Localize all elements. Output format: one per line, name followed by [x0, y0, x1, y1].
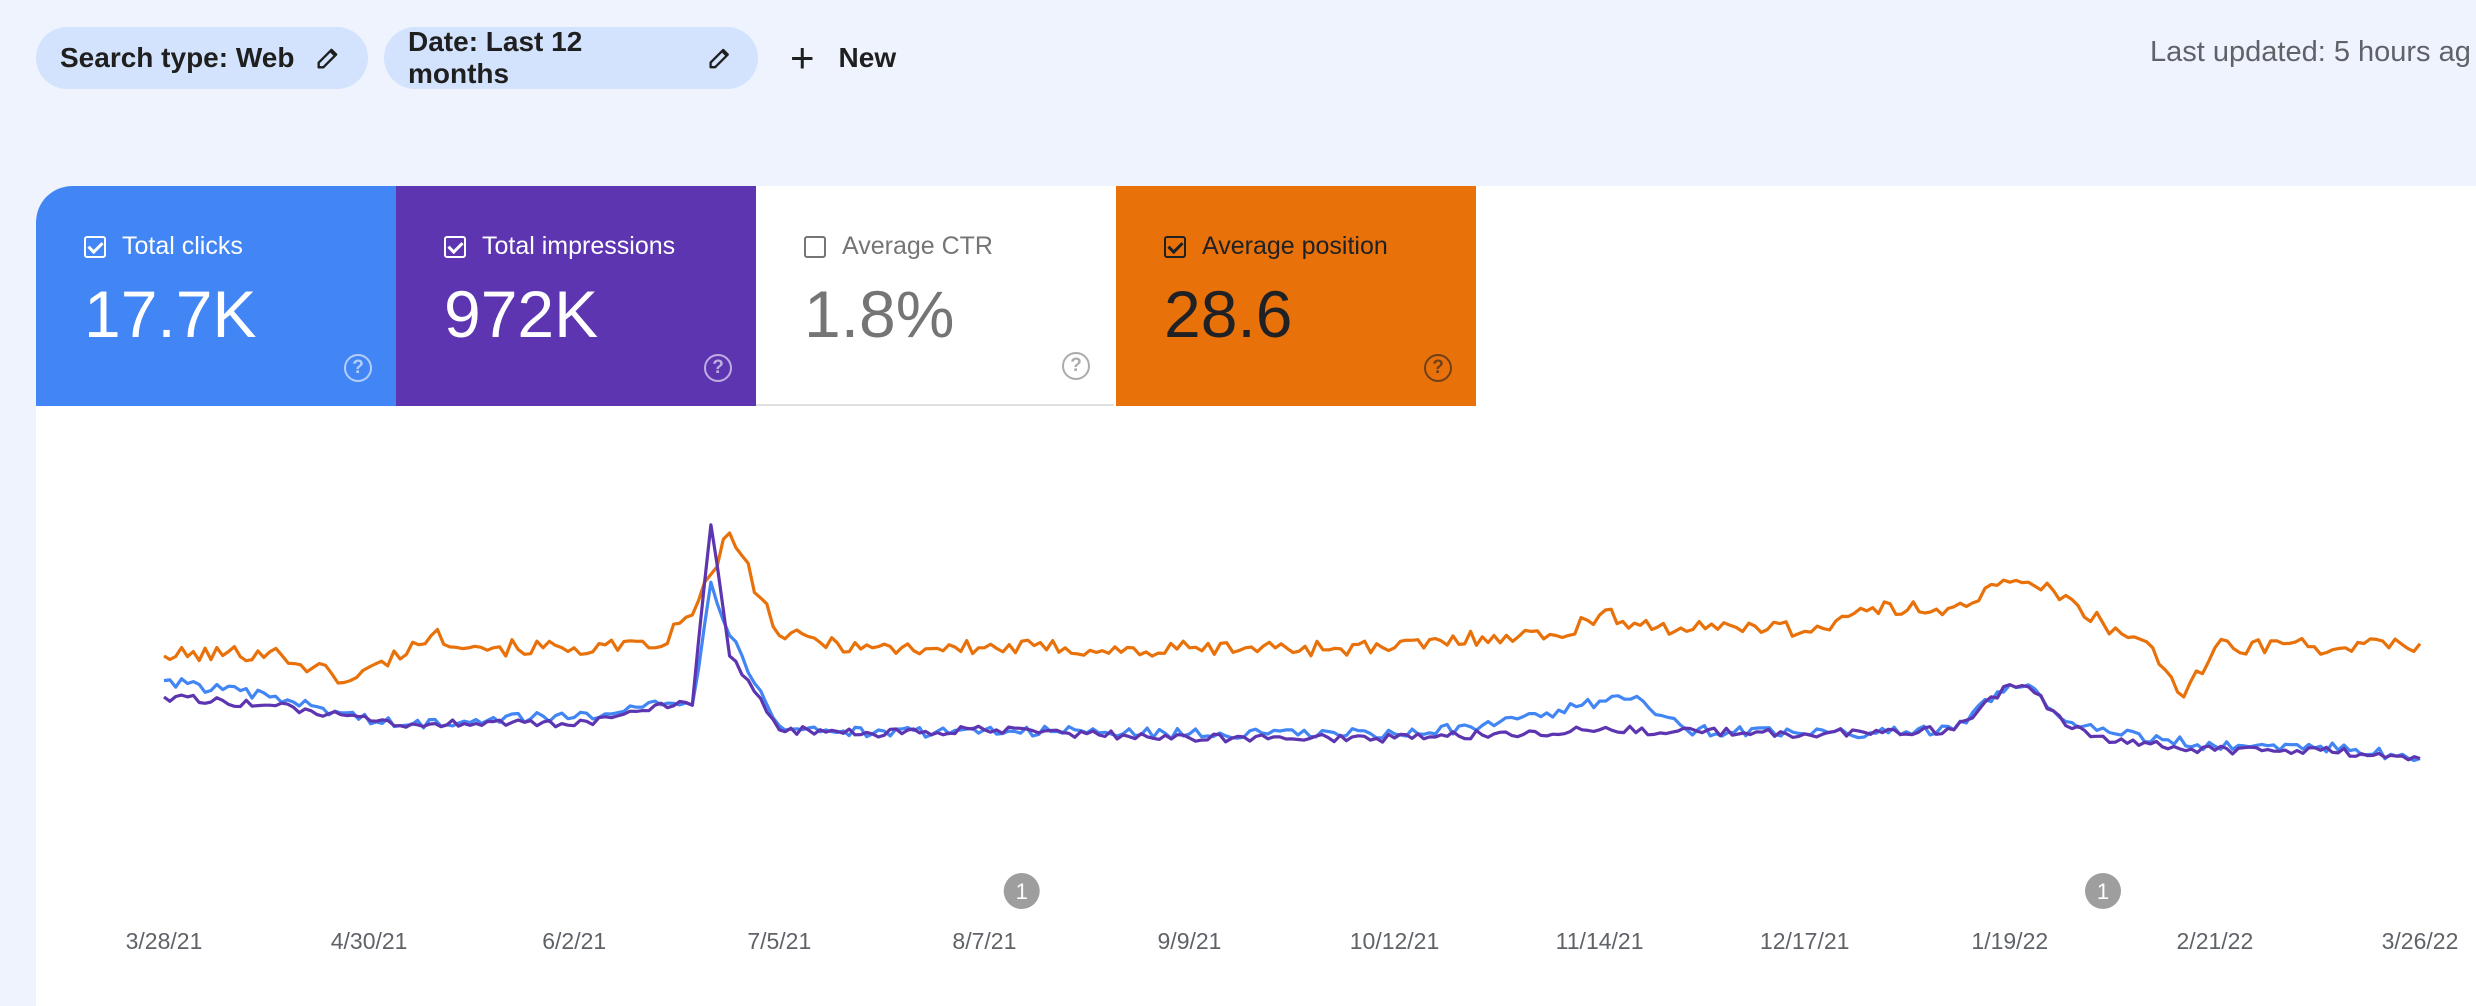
help-icon[interactable]: ? — [1424, 354, 1452, 382]
x-tick-label: 2/21/22 — [2177, 928, 2254, 954]
checkbox-checked-icon[interactable] — [84, 235, 106, 258]
x-tick-label: 1/19/22 — [1971, 928, 2048, 954]
performance-card: Total clicks 17.7K ? Total impressions 9… — [36, 186, 2476, 1006]
metric-card-average-ctr[interactable]: Average CTR 1.8% ? — [756, 186, 1114, 406]
x-tick-label: 11/14/21 — [1556, 928, 1644, 954]
metric-card-total-clicks[interactable]: Total clicks 17.7K ? — [36, 186, 396, 406]
metric-value: 28.6 — [1164, 277, 1293, 351]
metric-value: 1.8% — [804, 277, 955, 351]
annotation-marker[interactable]: 1 — [1003, 873, 1040, 909]
metric-card-total-impressions[interactable]: Total impressions 972K ? — [396, 186, 756, 406]
date-filter-chip[interactable]: Date: Last 12 months — [384, 26, 758, 89]
metric-value: 972K — [444, 277, 599, 351]
metric-card-average-position[interactable]: Average position 28.6 ? — [1116, 186, 1476, 406]
annotation-label: 1 — [1016, 879, 1028, 904]
metric-label: Average position — [1202, 232, 1388, 260]
edit-pencil-icon — [709, 48, 730, 69]
x-tick-label: 7/5/21 — [747, 928, 811, 954]
search-type-filter-label: Search type: Web — [60, 42, 295, 73]
checkbox-checked-icon[interactable] — [1164, 235, 1186, 258]
new-filter-button[interactable]: + New — [790, 27, 896, 89]
x-tick-label: 8/7/21 — [952, 928, 1016, 954]
new-filter-label: New — [838, 42, 897, 73]
metric-value: 17.7K — [84, 277, 257, 351]
metric-label: Total clicks — [122, 232, 243, 260]
checkbox-unchecked-icon[interactable] — [804, 235, 826, 258]
metric-label: Average CTR — [842, 232, 993, 260]
x-tick-label: 9/9/21 — [1158, 928, 1222, 954]
series-line-impressions — [163, 523, 2421, 762]
help-icon[interactable]: ? — [1062, 352, 1090, 380]
x-tick-label: 6/2/21 — [542, 928, 606, 954]
search-type-filter-chip[interactable]: Search type: Web — [36, 27, 368, 89]
checkbox-checked-icon[interactable] — [444, 235, 466, 258]
date-filter-label: Date: Last 12 months — [408, 26, 583, 89]
metric-label: Total impressions — [482, 232, 676, 260]
series-line-position — [163, 531, 2422, 699]
help-icon[interactable]: ? — [344, 354, 372, 382]
edit-pencil-icon — [317, 48, 338, 69]
x-tick-label: 3/28/21 — [126, 928, 203, 954]
annotation-marker[interactable]: 1 — [2085, 873, 2121, 909]
x-tick-label: 4/30/21 — [331, 928, 408, 954]
x-tick-label: 12/17/21 — [1760, 928, 1850, 954]
last-updated-text: Last updated: 5 hours ag — [2150, 36, 2471, 68]
plus-icon: + — [790, 34, 815, 81]
annotation-label: 1 — [2097, 879, 2109, 904]
help-icon[interactable]: ? — [704, 354, 732, 382]
x-tick-label: 10/12/21 — [1350, 928, 1440, 954]
performance-line-chart: 1 1 3/28/21 4/30/21 6/2/21 7/5/21 8/7/21 9/9/21… — [126, 523, 2459, 954]
x-tick-label: 3/26/22 — [2382, 928, 2459, 954]
